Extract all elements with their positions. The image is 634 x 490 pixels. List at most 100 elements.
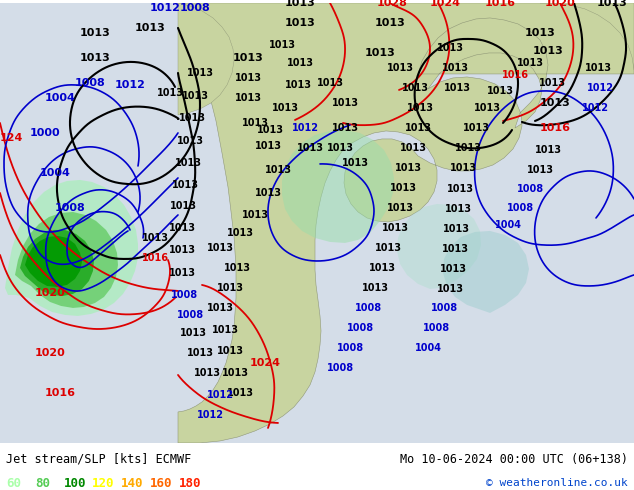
Text: 1008: 1008 [424, 323, 451, 333]
Text: 1020: 1020 [35, 348, 65, 358]
Text: 1013: 1013 [207, 303, 233, 313]
Text: 1024: 1024 [429, 0, 460, 8]
Text: 180: 180 [179, 477, 201, 490]
Text: 1000: 1000 [30, 128, 60, 138]
Text: 1012: 1012 [581, 103, 609, 113]
Text: 1013: 1013 [538, 78, 566, 88]
Text: 1013: 1013 [524, 28, 555, 38]
Text: 1016: 1016 [141, 253, 169, 263]
Text: 1013: 1013 [406, 103, 434, 113]
Text: 1008: 1008 [507, 203, 534, 213]
Polygon shape [397, 204, 481, 289]
Text: 1013: 1013 [172, 180, 198, 190]
Text: 1013: 1013 [235, 73, 261, 83]
Text: 1013: 1013 [242, 118, 269, 128]
Text: 1020: 1020 [35, 288, 65, 298]
Text: 1013: 1013 [365, 48, 396, 58]
Text: 1013: 1013 [526, 165, 553, 175]
Text: 1013: 1013 [404, 123, 432, 133]
Text: 1013: 1013 [332, 123, 358, 133]
Text: 1013: 1013 [224, 263, 250, 273]
Text: 120: 120 [92, 477, 114, 490]
Text: 1013: 1013 [441, 244, 469, 254]
Text: 1013: 1013 [212, 325, 238, 335]
Text: 1013: 1013 [169, 223, 195, 233]
Text: 124: 124 [0, 133, 23, 143]
Text: 1013: 1013 [169, 201, 197, 211]
Text: 1013: 1013 [332, 98, 358, 108]
Text: 1013: 1013 [540, 98, 571, 108]
Text: 1008: 1008 [432, 303, 458, 313]
Text: 1013: 1013 [444, 83, 470, 93]
Text: 1008: 1008 [55, 203, 86, 213]
Polygon shape [178, 3, 634, 443]
Text: 1004: 1004 [415, 343, 441, 353]
Text: 1013: 1013 [169, 245, 195, 255]
Text: 1013: 1013 [269, 40, 295, 50]
Text: 1013: 1013 [443, 224, 470, 234]
Text: 1013: 1013 [455, 143, 481, 153]
Text: 1013: 1013 [174, 158, 202, 168]
Text: 1013: 1013 [342, 158, 368, 168]
Text: 1013: 1013 [287, 58, 313, 68]
Text: 1013: 1013 [233, 53, 263, 63]
Text: 1016: 1016 [501, 70, 529, 80]
Text: 1013: 1013 [141, 233, 169, 243]
Text: 1013: 1013 [226, 388, 254, 398]
Text: 1004: 1004 [44, 93, 75, 103]
Text: 1013: 1013 [533, 46, 564, 56]
Text: 1013: 1013 [285, 0, 315, 8]
Text: 1013: 1013 [361, 283, 389, 293]
Text: 1013: 1013 [375, 18, 405, 28]
Text: 100: 100 [63, 477, 86, 490]
Text: 1013: 1013 [179, 328, 207, 338]
Text: 1013: 1013 [226, 228, 254, 238]
Text: 1012: 1012 [115, 80, 145, 90]
Text: 1013: 1013 [439, 264, 467, 274]
Polygon shape [540, 3, 634, 70]
Text: 60: 60 [6, 477, 22, 490]
Text: 1013: 1013 [186, 68, 214, 78]
Text: 1008: 1008 [346, 323, 373, 333]
Text: Jet stream/SLP [kts] ECMWF: Jet stream/SLP [kts] ECMWF [6, 453, 191, 466]
Text: 1013: 1013 [207, 243, 233, 253]
Text: 1013: 1013 [80, 53, 110, 63]
Text: 1013: 1013 [585, 63, 612, 73]
Text: 140: 140 [120, 477, 143, 490]
Text: 1013: 1013 [444, 204, 472, 214]
Text: 1013: 1013 [399, 143, 427, 153]
Text: 1013: 1013 [597, 0, 628, 8]
Text: 1013: 1013 [368, 263, 396, 273]
Text: 1013: 1013 [316, 78, 344, 88]
Text: 1013: 1013 [176, 136, 204, 146]
Text: 1013: 1013 [169, 268, 195, 278]
Text: 1013: 1013 [242, 210, 269, 220]
Text: 1013: 1013 [474, 103, 500, 113]
Text: 1012: 1012 [207, 390, 233, 400]
Text: 1013: 1013 [271, 103, 299, 113]
Text: 1013: 1013 [446, 184, 474, 194]
Text: 1013: 1013 [486, 86, 514, 96]
Text: 1013: 1013 [254, 141, 281, 151]
Text: 1008: 1008 [517, 184, 543, 194]
Text: 1013: 1013 [285, 80, 311, 90]
Polygon shape [0, 3, 634, 443]
Text: 1016: 1016 [44, 388, 75, 398]
Text: 1004: 1004 [495, 220, 522, 230]
Text: Mo 10-06-2024 00:00 UTC (06+138): Mo 10-06-2024 00:00 UTC (06+138) [399, 453, 628, 466]
Text: 1004: 1004 [39, 168, 70, 178]
Text: 1028: 1028 [377, 0, 408, 8]
Text: 1013: 1013 [389, 183, 417, 193]
Text: 1008: 1008 [337, 343, 363, 353]
Text: 1013: 1013 [264, 165, 292, 175]
Polygon shape [25, 236, 82, 287]
Text: 1008: 1008 [171, 290, 198, 300]
Text: 1008: 1008 [179, 3, 210, 13]
Polygon shape [443, 231, 529, 313]
Text: 1013: 1013 [517, 58, 543, 68]
Text: 1013: 1013 [181, 91, 209, 101]
Text: 1016: 1016 [540, 123, 571, 133]
Text: 1013: 1013 [216, 346, 243, 356]
Text: 1013: 1013 [534, 145, 562, 155]
Text: 1013: 1013 [285, 18, 315, 28]
